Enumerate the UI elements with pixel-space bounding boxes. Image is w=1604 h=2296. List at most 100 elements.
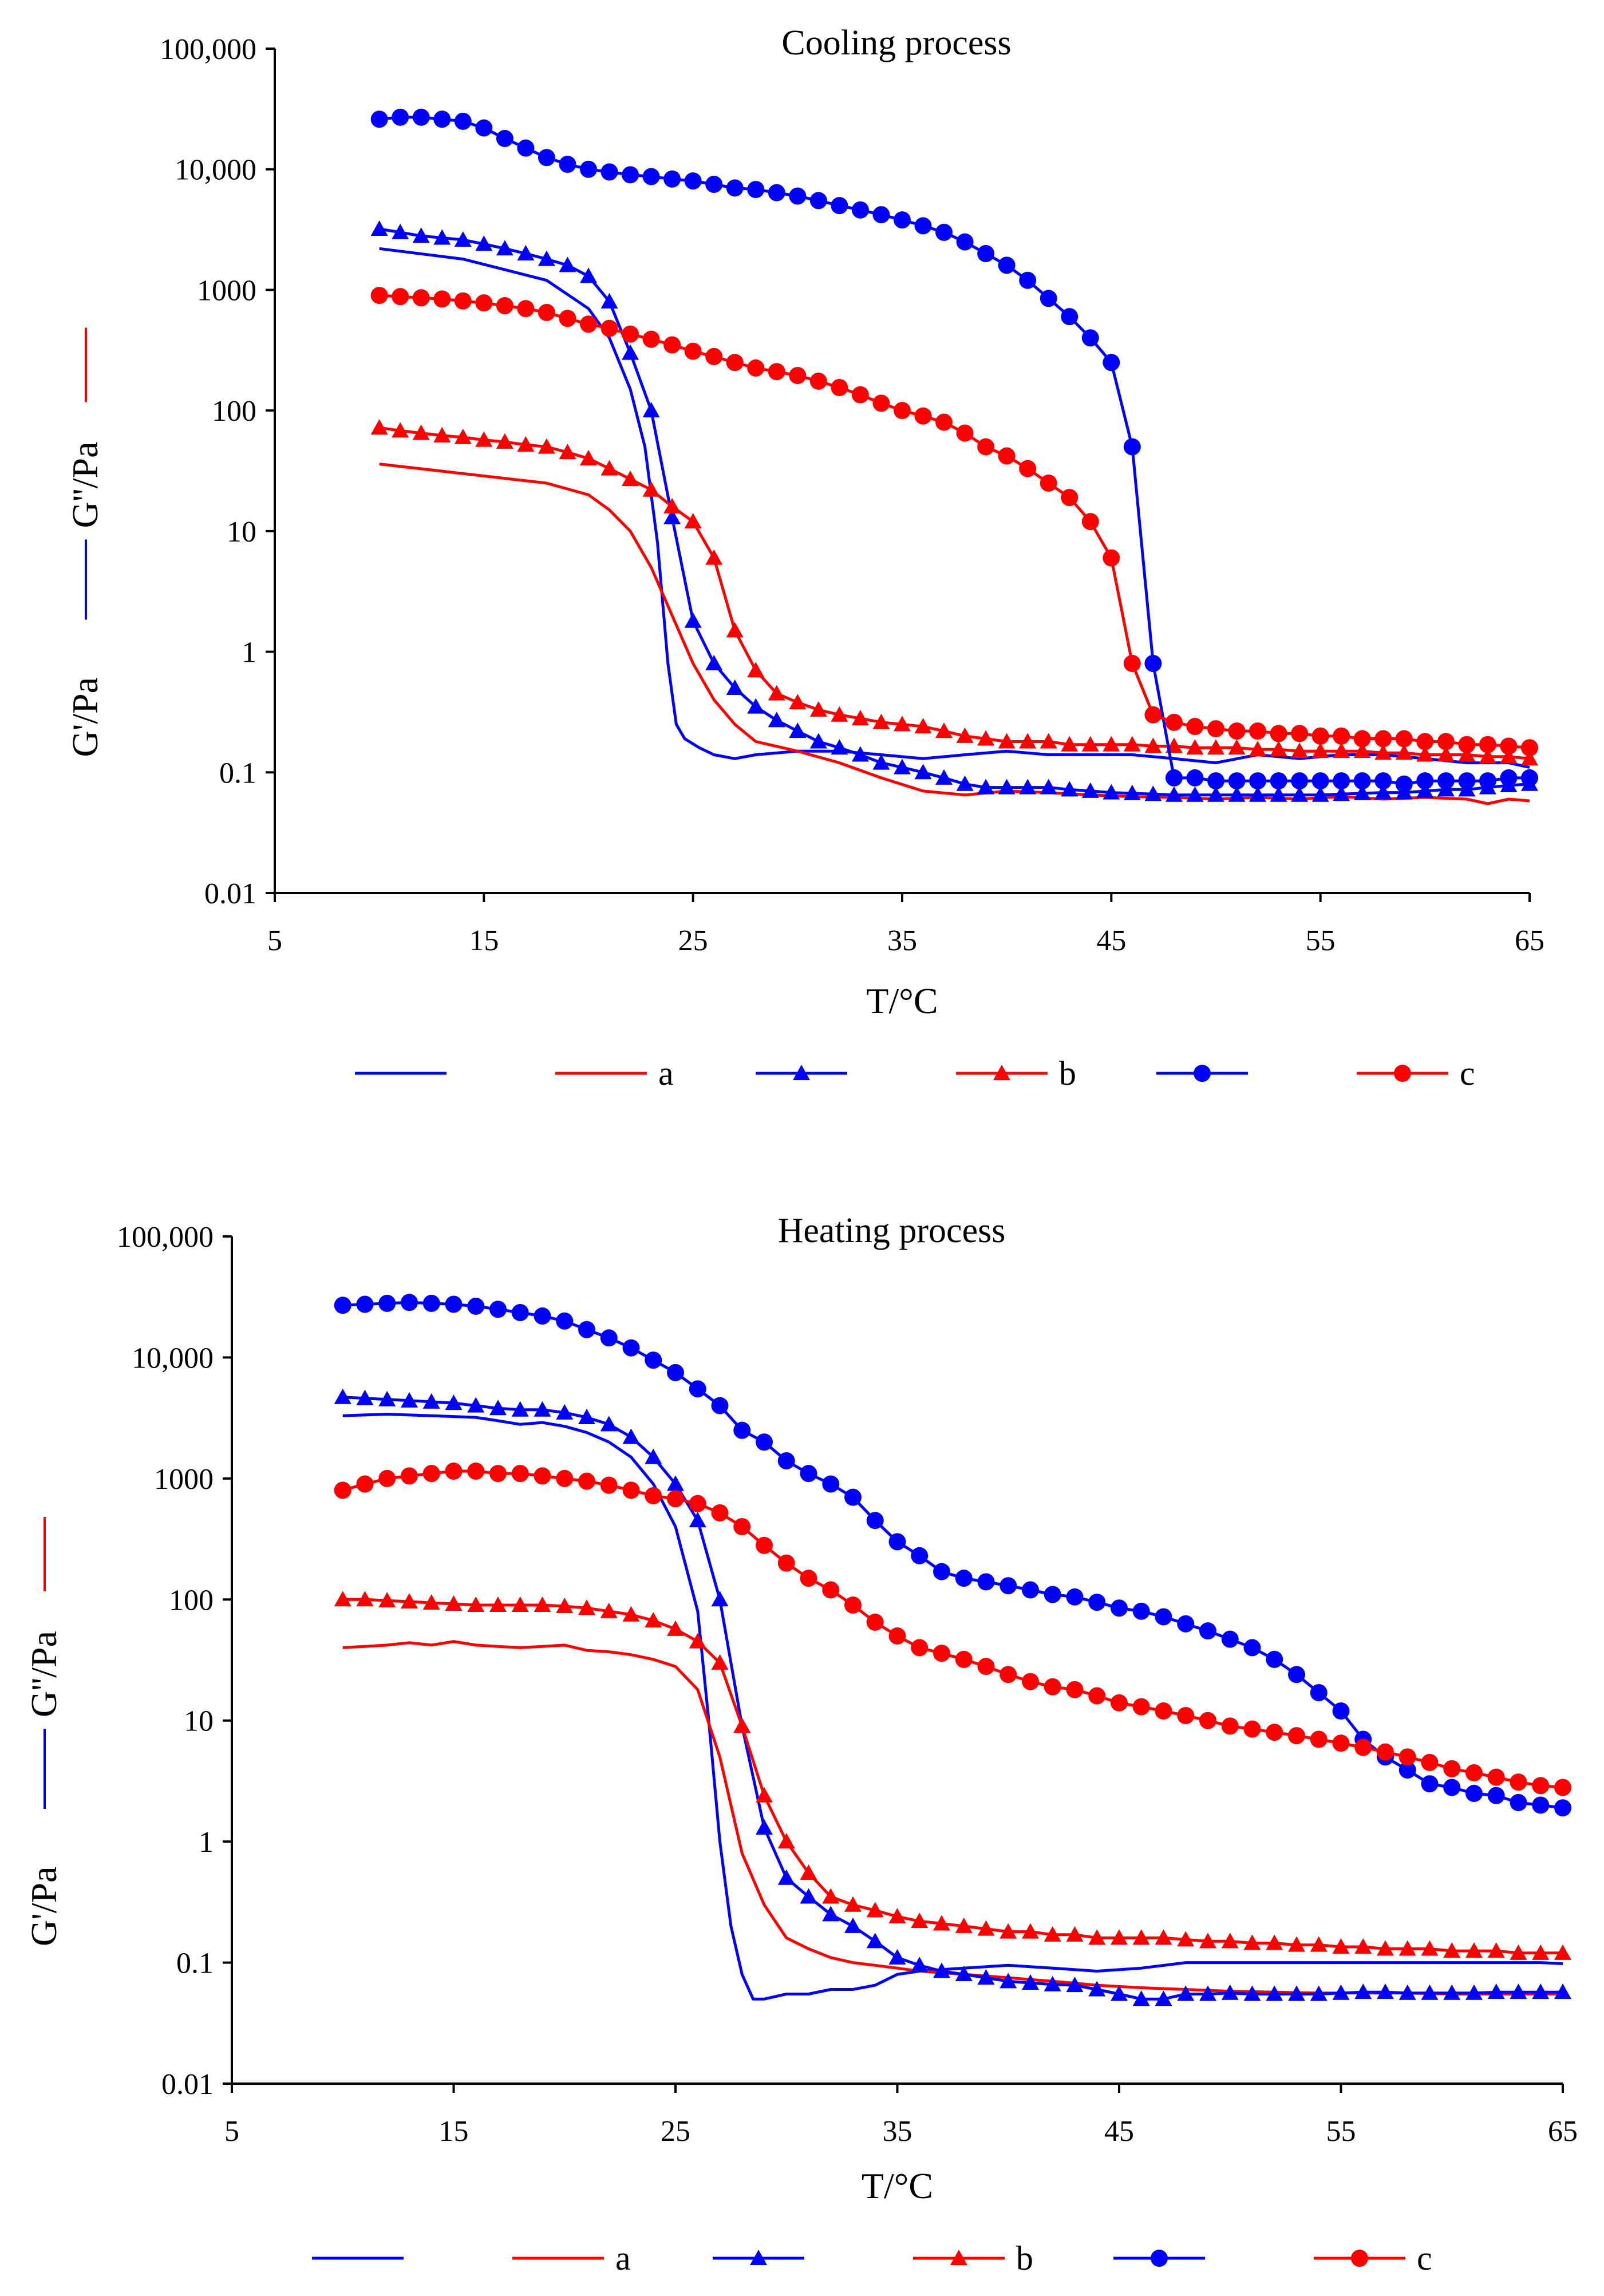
series-cg-5: [370, 287, 1538, 757]
data-point-circle: [1510, 1794, 1527, 1812]
legend-marker-circle: [1194, 1065, 1211, 1082]
data-point-triangle: [809, 733, 827, 749]
data-point-circle: [1500, 737, 1518, 755]
data-point-circle: [356, 1475, 374, 1493]
data-point-circle: [1022, 1673, 1039, 1690]
data-point-triangle: [872, 713, 890, 729]
data-point-circle: [489, 1301, 507, 1318]
data-point-triangle: [999, 1923, 1017, 1939]
data-point-triangle: [370, 419, 388, 435]
data-point-circle: [894, 402, 911, 420]
data-point-circle: [789, 187, 807, 205]
data-point-circle: [645, 1351, 662, 1369]
data-point-triangle: [998, 733, 1016, 749]
data-point-circle: [1270, 772, 1287, 790]
data-point-triangle: [475, 235, 493, 251]
x-tick-label: 5: [267, 924, 282, 957]
data-point-triangle: [1061, 736, 1078, 752]
data-point-triangle: [1243, 1985, 1261, 2001]
data-point-circle: [412, 289, 430, 307]
data-point-circle: [705, 347, 723, 365]
data-point-triangle: [866, 1902, 884, 1918]
data-point-circle: [872, 394, 890, 412]
data-point-triangle: [511, 1596, 529, 1612]
data-point-triangle: [955, 1917, 973, 1933]
data-point-circle: [600, 319, 618, 337]
data-point-triangle: [1040, 778, 1057, 795]
data-point-triangle: [1066, 1926, 1084, 1942]
data-point-triangle: [433, 426, 451, 442]
legend-item-2: [756, 1065, 847, 1080]
data-point-triangle: [1022, 1923, 1039, 1939]
legend-marker-circle: [1151, 2250, 1168, 2267]
data-point-triangle: [1061, 781, 1078, 797]
data-point-circle: [1088, 1687, 1106, 1705]
x-tick-label: 65: [1548, 2115, 1578, 2148]
data-point-circle: [1144, 706, 1162, 724]
data-point-circle: [747, 359, 765, 377]
data-point-circle: [1532, 1796, 1550, 1814]
data-point-circle: [1155, 1702, 1172, 1720]
data-point-circle: [1199, 1622, 1216, 1640]
data-point-circle: [1353, 772, 1371, 790]
data-point-circle: [800, 1465, 817, 1483]
y-tick-label: 1: [199, 1826, 214, 1859]
data-point-triangle: [1207, 739, 1224, 755]
chart-panel-cooling: 0.01 0.1 1 10 100 1000 10,000 100,000 5 15 25 35 45 5…: [65, 23, 1544, 1092]
data-point-triangle: [999, 1973, 1017, 1989]
data-point-triangle: [496, 240, 513, 256]
data-point-triangle: [1144, 785, 1162, 801]
data-point-triangle: [1510, 1944, 1527, 1960]
data-point-circle: [822, 1475, 840, 1493]
data-point-triangle: [809, 701, 827, 717]
data-point-circle: [955, 1570, 973, 1587]
data-point-circle: [999, 1577, 1017, 1595]
y-tick-label: 100,000: [117, 1221, 214, 1254]
data-point-triangle: [1354, 1938, 1372, 1954]
data-point-circle: [914, 217, 932, 235]
data-point-circle: [401, 1467, 418, 1485]
data-point-circle: [1443, 1760, 1461, 1777]
data-point-triangle: [1374, 744, 1392, 760]
chart-title: Cooling process: [781, 23, 1011, 62]
data-point-triangle: [1081, 782, 1099, 798]
data-point-circle: [1332, 1702, 1350, 1720]
data-point-triangle: [1123, 784, 1141, 800]
data-point-circle: [1479, 736, 1496, 753]
legend-item-2: [713, 2250, 804, 2265]
data-point-circle: [1044, 1586, 1061, 1603]
data-point-circle: [1155, 1608, 1172, 1626]
data-point-triangle: [822, 1888, 840, 1904]
data-point-circle: [935, 223, 953, 241]
data-point-triangle: [1111, 1929, 1128, 1945]
series-line: [379, 247, 1530, 769]
data-point-triangle: [1019, 778, 1037, 795]
data-point-triangle: [1019, 733, 1037, 749]
data-point-triangle: [777, 1833, 795, 1849]
data-point-triangle: [517, 244, 535, 260]
data-point-triangle: [789, 722, 807, 738]
data-point-circle: [1288, 1666, 1305, 1684]
x-tick-label: 35: [883, 2115, 912, 2148]
data-point-triangle: [1374, 784, 1392, 800]
x-tick-label: 35: [887, 924, 917, 957]
data-point-circle: [1500, 769, 1518, 787]
data-point-circle: [1123, 654, 1141, 672]
x-tick-label: 45: [1096, 924, 1126, 957]
data-point-triangle: [489, 1400, 507, 1416]
data-point-circle: [1061, 308, 1078, 326]
data-point-circle: [1270, 725, 1287, 742]
y-tick-label: 100,000: [160, 33, 256, 66]
x-tick-label: 25: [661, 2115, 690, 2148]
data-point-circle: [705, 176, 723, 193]
data-point-circle: [935, 413, 953, 431]
data-point-triangle: [1416, 746, 1434, 762]
data-point-circle: [580, 160, 597, 178]
data-point-circle: [768, 184, 785, 201]
data-point-circle: [1398, 1761, 1416, 1779]
data-point-triangle: [800, 1888, 817, 1904]
y-label-gdoubleprime: G''/Pa: [65, 441, 105, 528]
data-point-circle: [1221, 1717, 1239, 1735]
data-point-circle: [1554, 1779, 1571, 1796]
data-point-circle: [580, 315, 597, 333]
